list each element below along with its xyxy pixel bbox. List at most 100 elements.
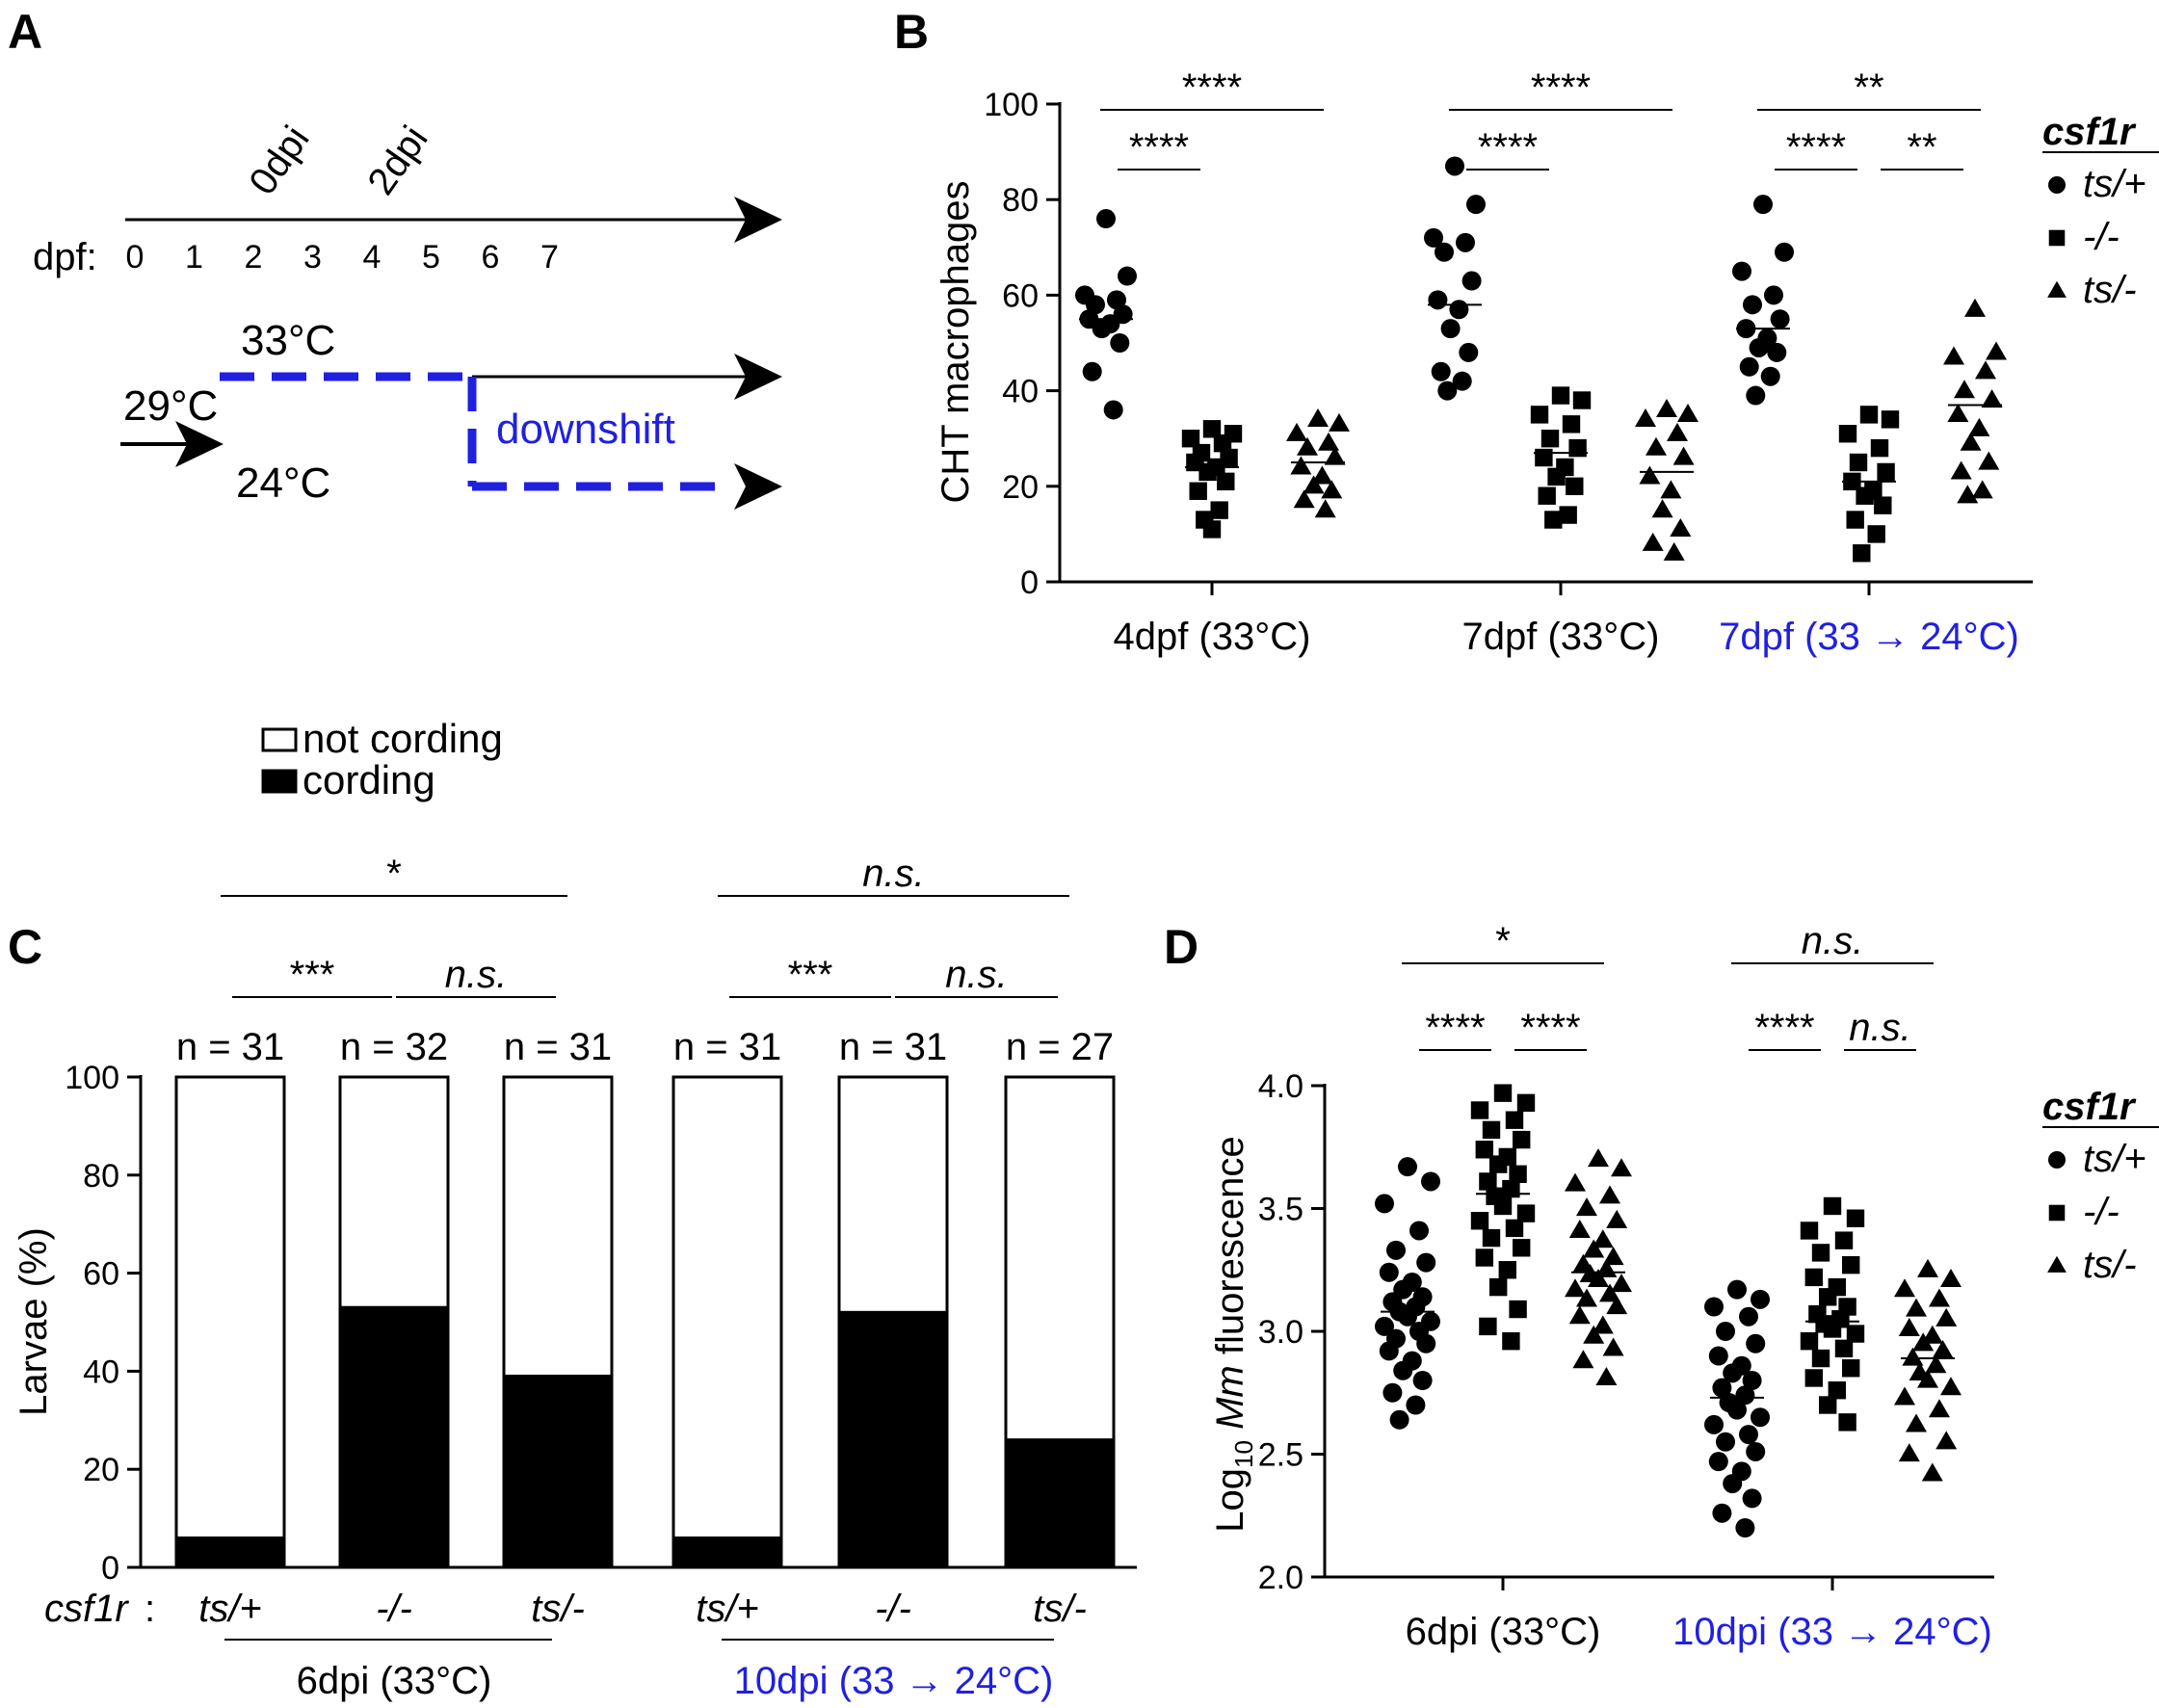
data-point-circle — [1110, 333, 1130, 353]
data-point-square — [1547, 467, 1566, 486]
data-point-circle — [1389, 1409, 1409, 1430]
data-point-circle — [1753, 195, 1773, 215]
data-point-triangle — [1588, 1148, 1609, 1168]
data-point-triangle — [1568, 1305, 1591, 1325]
y-axis-label: Larvae (%) — [13, 1227, 55, 1416]
data-point-circle — [1449, 300, 1469, 320]
high-temp-arrowhead — [734, 354, 782, 400]
y-tick-label: 3.5 — [1258, 1192, 1303, 1228]
data-point-triangle — [1935, 1431, 1958, 1450]
data-point-triangle — [1670, 518, 1692, 538]
data-point-square — [1559, 506, 1577, 524]
data-point-square — [1804, 1268, 1823, 1287]
data-point-circle — [1375, 1194, 1394, 1214]
data-point-triangle — [1906, 1413, 1927, 1432]
data-point-circle — [1445, 156, 1464, 176]
data-point-circle — [1727, 1279, 1747, 1300]
n-label: n = 31 — [673, 1026, 781, 1068]
legend-marker-circle — [2048, 176, 2066, 194]
data-point-circle — [1406, 1395, 1426, 1415]
data-point-circle — [1437, 381, 1458, 401]
data-point-square — [1213, 434, 1232, 453]
y-tick-label: 100 — [984, 87, 1039, 123]
data-point-triangle — [1935, 1307, 1958, 1327]
data-point-circle — [1712, 1503, 1732, 1523]
data-point-square — [1846, 511, 1864, 529]
data-point-square — [1856, 486, 1874, 505]
data-point-square — [1513, 1130, 1531, 1149]
data-point-square — [1874, 496, 1892, 514]
data-point-circle — [1749, 337, 1769, 357]
genotype-label-colon: : — [145, 1588, 155, 1630]
data-point-triangle — [1677, 404, 1698, 422]
data-point-square — [1479, 1317, 1497, 1336]
n-label: n = 31 — [839, 1026, 947, 1068]
data-point-square — [1846, 1325, 1865, 1343]
data-point-triangle — [1917, 1258, 1938, 1277]
data-point-circle — [1409, 1221, 1429, 1241]
data-point-square — [1470, 1212, 1489, 1230]
data-point-square — [1181, 430, 1200, 448]
data-point-square — [1538, 486, 1556, 505]
data-point-circle — [1096, 209, 1116, 229]
data-point-circle — [1764, 285, 1783, 305]
data-point-triangle — [1925, 1354, 1947, 1374]
bar-cording — [502, 1374, 614, 1569]
data-point-circle — [1082, 361, 1102, 381]
data-point-square — [1834, 1231, 1854, 1249]
data-point-triangle — [1639, 465, 1661, 485]
data-point-square — [1540, 430, 1560, 448]
data-point-square — [1475, 1248, 1493, 1267]
data-point-circle — [1435, 242, 1454, 262]
data-point-circle — [1393, 1360, 1413, 1380]
category-label: ts/- — [1033, 1588, 1087, 1630]
data-point-circle — [1739, 356, 1759, 377]
data-point-square — [1800, 1332, 1819, 1351]
data-point-square — [1853, 544, 1871, 563]
data-point-triangle — [1898, 1318, 1920, 1337]
data-point-circle — [1386, 1240, 1406, 1260]
data-point-square — [1823, 1320, 1842, 1338]
data-point-circle — [1704, 1414, 1724, 1434]
y-tick-label: 2.0 — [1258, 1560, 1303, 1596]
data-point-circle — [1379, 1341, 1399, 1361]
data-point-square — [1859, 406, 1879, 424]
data-point-square — [1505, 1111, 1524, 1129]
panel-label-b: B — [894, 5, 929, 59]
y-tick-label: 40 — [1002, 374, 1039, 410]
data-point-triangle — [1572, 1350, 1594, 1369]
data-point-triangle — [1986, 341, 2007, 360]
y-tick-label: 4.0 — [1258, 1068, 1303, 1105]
data-point-circle — [1746, 1333, 1766, 1353]
data-point-circle — [1723, 1363, 1743, 1383]
data-point-square — [1489, 1155, 1508, 1173]
data-point-triangle — [1635, 407, 1656, 427]
data-point-square — [1811, 1244, 1830, 1262]
data-point-circle — [1727, 1400, 1747, 1420]
panel-label-c: C — [8, 920, 42, 974]
significance-label: ** — [1854, 66, 1883, 109]
timeline-dpi-marker: 2dpi — [359, 118, 435, 202]
panel-c-bar-chart: 0 20 40 60 80 100 Larvae (%) n = 31 ts/+ n = 32 -/… — [13, 716, 1137, 1702]
data-point-triangle — [1672, 446, 1695, 465]
significance-label: *** — [290, 954, 335, 996]
timeline-tick-label: 6 — [482, 239, 500, 276]
legend-marker-square — [2048, 229, 2066, 247]
legend-marker-triangle — [2047, 1255, 2067, 1273]
data-point-circle — [1742, 1371, 1762, 1390]
y-tick-label: 60 — [83, 1256, 119, 1293]
data-point-circle — [1452, 371, 1472, 391]
data-point-triangle — [1318, 432, 1339, 451]
data-point-square — [1828, 1381, 1846, 1400]
significance-label: **** — [1531, 66, 1591, 109]
data-point-circle — [1735, 1385, 1755, 1406]
significance-label: *** — [788, 954, 833, 996]
data-point-circle — [1424, 227, 1443, 248]
data-point-circle — [1379, 1262, 1399, 1282]
data-point-circle — [1704, 1297, 1724, 1317]
data-point-triangle — [1656, 399, 1677, 418]
significance-label: **** — [1786, 126, 1846, 169]
timeline-arrowhead — [734, 197, 782, 243]
data-point-square — [1846, 1209, 1865, 1227]
data-point-triangle — [1663, 541, 1685, 561]
